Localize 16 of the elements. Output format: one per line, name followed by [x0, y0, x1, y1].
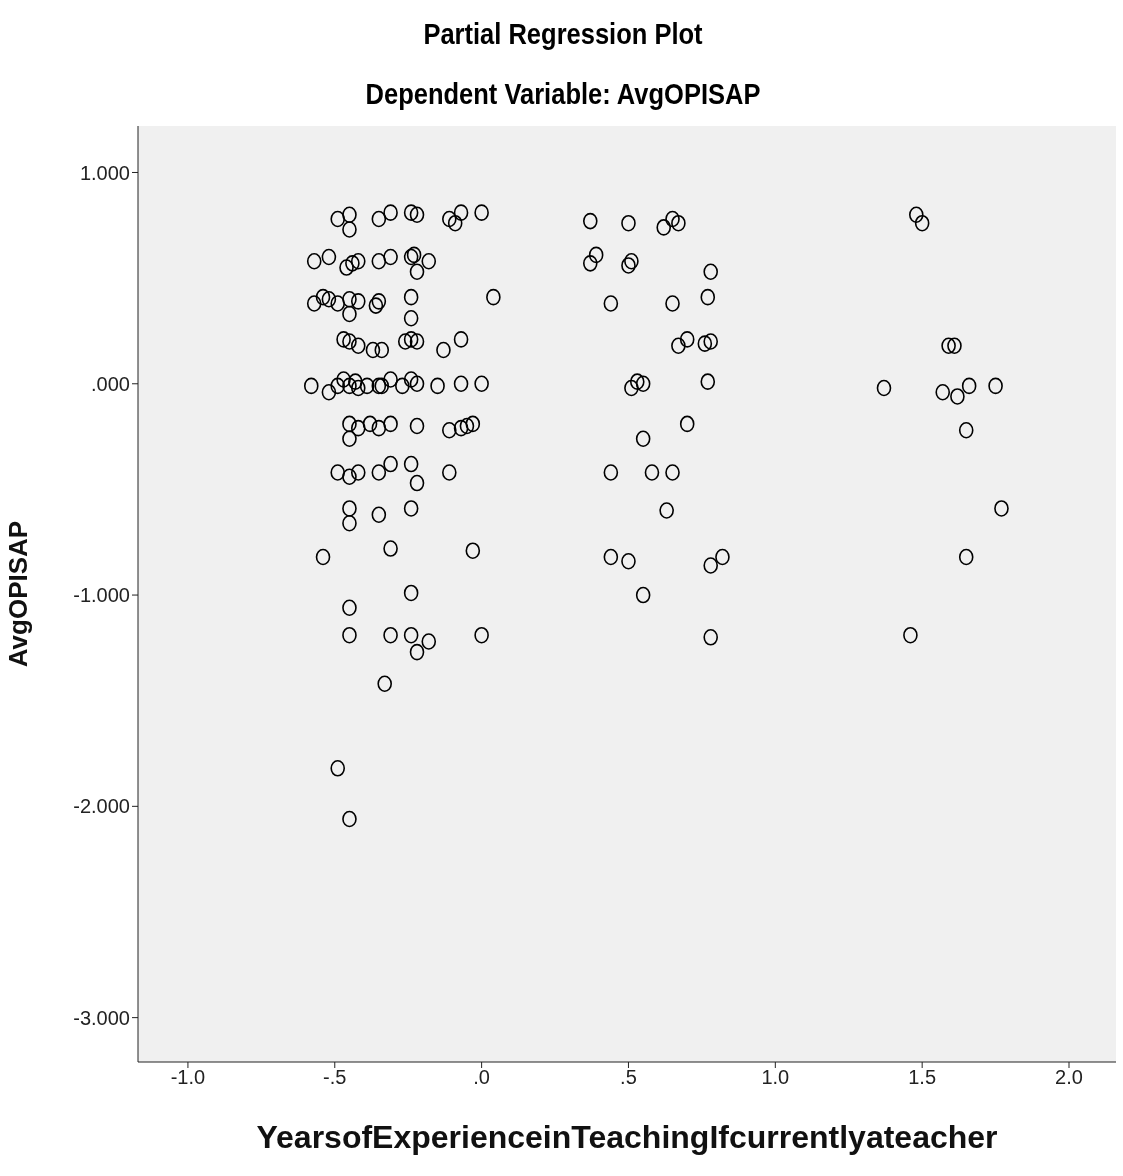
y-tick-label: 1.000	[79, 161, 130, 184]
x-tick-label: -1.0	[170, 1066, 206, 1089]
y-axis-title: AvgOPISAP	[3, 520, 34, 668]
x-tick-label: -.5	[323, 1066, 347, 1089]
y-tick-label: -1.000	[73, 584, 130, 607]
y-tick-label: -2.000	[73, 795, 130, 818]
x-tick-label: 2.0	[1055, 1066, 1083, 1089]
y-tick-label: -3.000	[73, 1006, 130, 1029]
x-tick-label: .5	[620, 1066, 637, 1089]
chart-subtitle: Dependent Variable: AvgOPISAP	[364, 76, 762, 112]
x-tick-label: .0	[473, 1066, 490, 1089]
x-tick-label: 1.5	[908, 1066, 937, 1089]
chart-title: Partial Regression Plot	[422, 16, 704, 52]
x-axis-title: YearsofExperienceinTeachingIfcurrentlyateacher	[256, 1119, 998, 1155]
y-tick-label: .000	[91, 372, 130, 395]
x-tick-label: 1.0	[761, 1066, 790, 1089]
